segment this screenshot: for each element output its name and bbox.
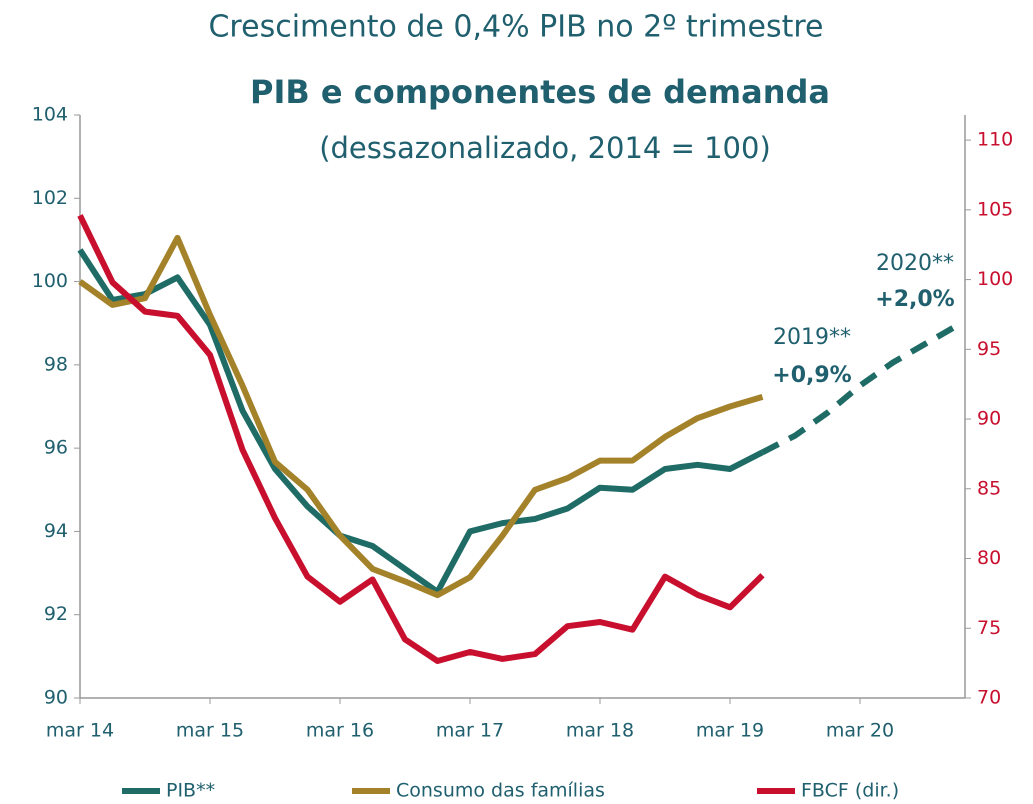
- x-tick-label: mar 19: [696, 720, 764, 742]
- y2-tick-label: 110: [977, 129, 1013, 151]
- annotation-growth: +0,9%: [772, 363, 851, 388]
- y-tick-label: 90: [44, 687, 68, 709]
- x-tick-label: mar 15: [176, 720, 244, 742]
- projection-line: [761, 322, 959, 455]
- y-tick-label: 92: [44, 603, 68, 625]
- y-tick-label: 94: [44, 520, 68, 542]
- x-tick-label: mar 18: [566, 720, 634, 742]
- y-tick-label: 96: [44, 437, 68, 459]
- y2-tick-label: 100: [977, 268, 1013, 290]
- x-tick-label: mar 16: [306, 720, 374, 742]
- y2-tick-label: 105: [977, 198, 1013, 220]
- chart-subtitle: (dessazonalizado, 2014 = 100): [319, 131, 771, 165]
- annotation-year: 2020**: [876, 251, 954, 276]
- y-tick-label: 104: [32, 104, 68, 126]
- legend-label: FBCF (dir.): [801, 780, 899, 802]
- y-tick-label: 98: [44, 353, 68, 375]
- legend-label: PIB**: [166, 780, 215, 802]
- y2-tick-label: 75: [977, 617, 1001, 639]
- annotation-growth: +2,0%: [875, 287, 954, 312]
- x-tick-label: mar 17: [436, 720, 504, 742]
- y2-tick-label: 85: [977, 477, 1001, 499]
- y2-tick-label: 95: [977, 338, 1001, 360]
- annotation-year: 2019**: [773, 325, 851, 350]
- line: [78, 234, 764, 599]
- suptitle: Crescimento de 0,4% PIB no 2º trimestre: [208, 10, 823, 45]
- x-tick-label: mar 14: [46, 720, 114, 742]
- legend-label: Consumo das famílias: [396, 780, 605, 802]
- y2-tick-label: 90: [977, 408, 1001, 430]
- line: [77, 214, 765, 665]
- x-tick-label: mar 20: [826, 720, 894, 742]
- y-tick-label: 100: [32, 270, 68, 292]
- chart-title: PIB e componentes de demanda: [250, 73, 830, 111]
- y-tick-label: 102: [32, 187, 68, 209]
- y2-tick-label: 70: [977, 687, 1001, 709]
- y2-tick-label: 80: [977, 547, 1001, 569]
- line: [77, 248, 764, 595]
